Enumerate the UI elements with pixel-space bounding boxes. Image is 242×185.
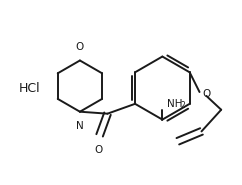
Text: O: O xyxy=(76,42,84,52)
Text: N: N xyxy=(76,121,84,131)
Text: HCl: HCl xyxy=(19,82,40,95)
Text: O: O xyxy=(95,145,103,155)
Text: 2: 2 xyxy=(181,101,185,110)
Text: O: O xyxy=(202,89,211,99)
Text: NH: NH xyxy=(167,99,183,109)
